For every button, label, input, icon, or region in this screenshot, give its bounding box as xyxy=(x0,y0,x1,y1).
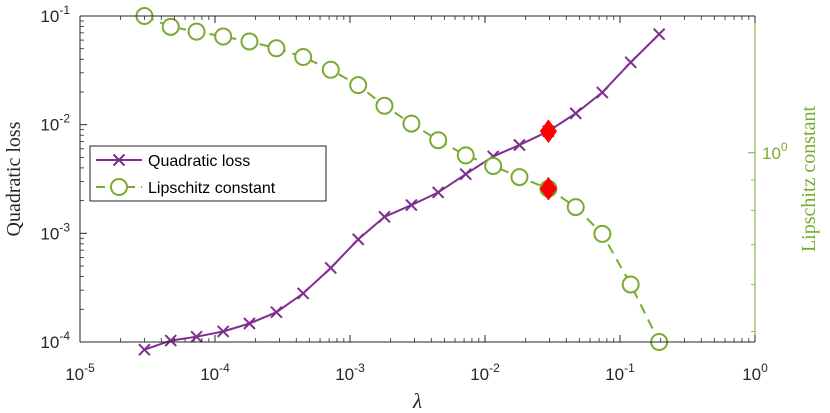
data-point-quadratic-loss xyxy=(378,210,391,223)
legend: Quadratic loss Lipschitz constant xyxy=(89,145,327,202)
data-point-quadratic-loss xyxy=(513,138,526,152)
x-tick-label: 10-3 xyxy=(335,361,365,384)
data-point-lipschitz-constant xyxy=(321,60,340,79)
data-point-quadratic-loss xyxy=(324,261,337,275)
highlight-diamond xyxy=(539,176,558,201)
highlight-diamond xyxy=(539,119,558,144)
legend-marker-lipschitz-constant xyxy=(110,178,128,196)
x-tick-label: 10-1 xyxy=(605,361,635,384)
x-axis-label: λ xyxy=(412,389,422,413)
data-point-quadratic-loss xyxy=(138,343,151,356)
tick-labels: 10-5 10-4 10-3 10-2 10-1 100 10-4 10-3 10-2 10-1 1… xyxy=(40,3,788,384)
data-point-quadratic-loss xyxy=(351,233,365,246)
legend-box xyxy=(89,145,327,202)
data-point-quadratic-loss xyxy=(652,27,666,41)
data-point-quadratic-loss xyxy=(431,186,445,199)
x-tick-label: 10-2 xyxy=(470,361,500,384)
data-point-lipschitz-constant xyxy=(294,48,313,67)
legend-circle-marker xyxy=(110,178,128,196)
data-point-lipschitz-constant xyxy=(429,131,448,150)
x-tick-label: 10-4 xyxy=(200,361,230,384)
x-tick-label: 100 xyxy=(742,361,768,384)
left-y-tick-label: 10-1 xyxy=(40,3,70,26)
data-point-lipschitz-constant xyxy=(267,39,286,58)
left-y-axis-label: Quadratic loss xyxy=(3,121,25,236)
legend-label-quadratic-loss: Quadratic loss xyxy=(148,153,250,170)
data-point-quadratic-loss xyxy=(459,168,472,181)
data-point-quadratic-loss xyxy=(243,317,256,330)
data-point-lipschitz-constant xyxy=(510,168,529,187)
axes xyxy=(79,15,756,343)
data-point-lipschitz-constant xyxy=(456,146,475,165)
data-point-lipschitz-constant xyxy=(402,114,421,133)
series-line-quadratic-loss xyxy=(144,33,660,351)
right-y-tick-label: 100 xyxy=(762,140,788,163)
data-point-lipschitz-constant xyxy=(593,224,612,243)
data-point-quadratic-loss xyxy=(216,325,230,338)
data-point-lipschitz-constant xyxy=(484,157,503,176)
data-point-quadratic-loss xyxy=(624,56,637,69)
data-point-quadratic-loss xyxy=(164,334,177,347)
data-point-lipschitz-constant xyxy=(375,96,394,115)
x-tick-label: 10-5 xyxy=(65,361,95,384)
data-point-lipschitz-constant xyxy=(349,76,368,95)
left-y-tick-label: 10-3 xyxy=(40,220,70,243)
data-point-quadratic-loss xyxy=(569,107,582,120)
data-point-lipschitz-constant xyxy=(161,17,180,36)
right-y-axis-label: Lipschitz constant xyxy=(798,106,820,253)
data-point-lipschitz-constant xyxy=(240,32,259,51)
legend-marker-quadratic-loss xyxy=(112,153,126,167)
data-point-lipschitz-constant xyxy=(214,27,233,46)
data-point-quadratic-loss xyxy=(405,198,418,212)
data-point-quadratic-loss xyxy=(190,330,203,343)
data-point-lipschitz-constant xyxy=(566,198,585,217)
legend-label-lipschitz-constant: Lipschitz constant xyxy=(148,180,276,197)
data-point-quadratic-loss xyxy=(296,287,310,300)
left-y-tick-label: 10-2 xyxy=(40,112,70,135)
data-point-lipschitz-constant xyxy=(187,22,206,41)
data-point-lipschitz-constant xyxy=(621,275,640,294)
data-point-quadratic-loss xyxy=(270,306,283,319)
legend-x-marker xyxy=(112,153,126,167)
data-point-quadratic-loss xyxy=(596,86,609,99)
left-y-tick-label: 10-4 xyxy=(40,329,70,352)
